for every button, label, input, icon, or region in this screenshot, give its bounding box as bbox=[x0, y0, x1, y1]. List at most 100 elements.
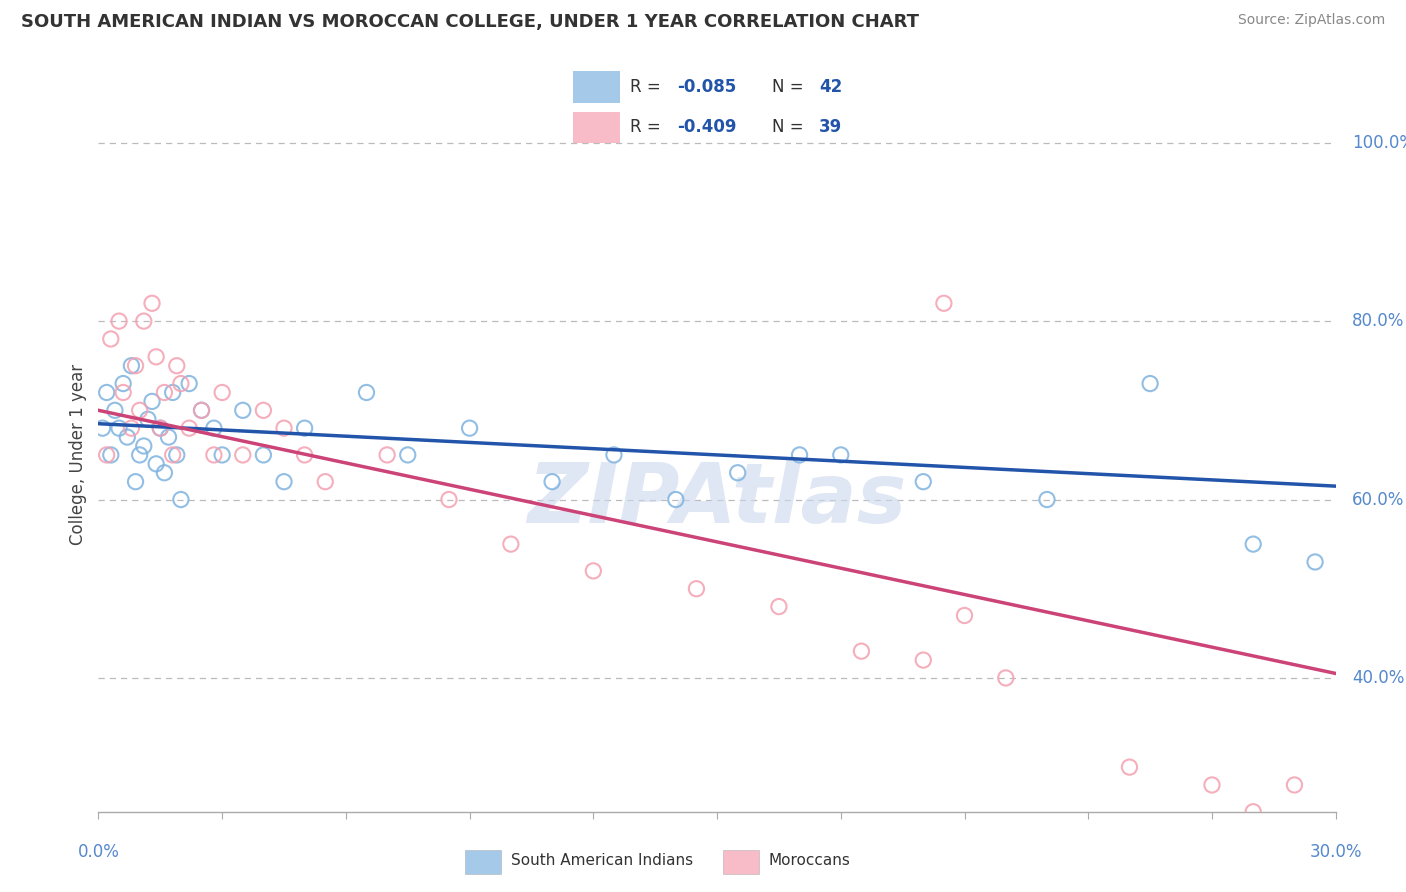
Point bbox=[294, 421, 316, 435]
Point bbox=[211, 448, 233, 462]
Text: N =: N = bbox=[772, 78, 808, 96]
Point bbox=[157, 430, 180, 444]
Text: 80.0%: 80.0% bbox=[1353, 312, 1405, 330]
Point bbox=[830, 448, 852, 462]
Point bbox=[112, 376, 135, 391]
Point bbox=[665, 492, 688, 507]
Point bbox=[190, 403, 212, 417]
Point bbox=[499, 537, 522, 551]
Point bbox=[768, 599, 790, 614]
Text: Moroccans: Moroccans bbox=[769, 854, 851, 868]
Point bbox=[789, 448, 811, 462]
Point bbox=[912, 653, 935, 667]
Point bbox=[112, 385, 135, 400]
Point bbox=[1241, 537, 1264, 551]
Point bbox=[179, 421, 201, 435]
Point bbox=[252, 448, 274, 462]
Point bbox=[232, 403, 254, 417]
Point bbox=[149, 421, 172, 435]
Text: 39: 39 bbox=[818, 118, 842, 136]
Point bbox=[120, 421, 142, 435]
Text: -0.085: -0.085 bbox=[678, 78, 737, 96]
Point bbox=[124, 475, 146, 489]
Text: R =: R = bbox=[630, 78, 666, 96]
Point bbox=[1139, 376, 1161, 391]
Text: 60.0%: 60.0% bbox=[1353, 491, 1405, 508]
Text: 100.0%: 100.0% bbox=[1353, 134, 1406, 152]
Text: 40.0%: 40.0% bbox=[1353, 669, 1405, 687]
Text: 0.0%: 0.0% bbox=[77, 843, 120, 861]
Bar bbox=[572, 112, 620, 143]
Point bbox=[375, 448, 398, 462]
Point bbox=[1241, 805, 1264, 819]
Point bbox=[132, 314, 155, 328]
Point bbox=[104, 403, 127, 417]
Point bbox=[153, 466, 176, 480]
Point bbox=[437, 492, 460, 507]
Point bbox=[273, 475, 295, 489]
Point bbox=[141, 394, 163, 409]
Text: South American Indians: South American Indians bbox=[510, 854, 693, 868]
Point bbox=[685, 582, 707, 596]
Point bbox=[932, 296, 955, 310]
Bar bbox=[465, 849, 501, 874]
Point bbox=[124, 359, 146, 373]
Point bbox=[141, 296, 163, 310]
Point bbox=[100, 448, 122, 462]
Point bbox=[149, 421, 172, 435]
Point bbox=[541, 475, 564, 489]
Point bbox=[1201, 778, 1223, 792]
Point bbox=[1303, 555, 1326, 569]
Point bbox=[145, 350, 167, 364]
Point bbox=[1036, 492, 1059, 507]
Point bbox=[232, 448, 254, 462]
Point bbox=[356, 385, 378, 400]
Text: N =: N = bbox=[772, 118, 808, 136]
Point bbox=[1118, 760, 1140, 774]
Point bbox=[153, 385, 176, 400]
Point bbox=[132, 439, 155, 453]
Point bbox=[120, 359, 142, 373]
Point bbox=[582, 564, 605, 578]
Text: -0.409: -0.409 bbox=[678, 118, 737, 136]
Bar bbox=[572, 71, 620, 103]
Text: Source: ZipAtlas.com: Source: ZipAtlas.com bbox=[1237, 13, 1385, 28]
Point bbox=[170, 492, 193, 507]
Point bbox=[1284, 778, 1306, 792]
Point bbox=[179, 376, 201, 391]
Point bbox=[994, 671, 1017, 685]
Point bbox=[162, 385, 184, 400]
Point bbox=[912, 475, 935, 489]
Point bbox=[202, 421, 225, 435]
Point bbox=[166, 448, 188, 462]
Point bbox=[273, 421, 295, 435]
Point bbox=[314, 475, 336, 489]
Point bbox=[252, 403, 274, 417]
Text: R =: R = bbox=[630, 118, 666, 136]
Point bbox=[953, 608, 976, 623]
Text: 30.0%: 30.0% bbox=[1309, 843, 1362, 861]
Text: SOUTH AMERICAN INDIAN VS MOROCCAN COLLEGE, UNDER 1 YEAR CORRELATION CHART: SOUTH AMERICAN INDIAN VS MOROCCAN COLLEG… bbox=[21, 13, 920, 31]
Point bbox=[211, 385, 233, 400]
Point bbox=[117, 430, 139, 444]
Point bbox=[458, 421, 481, 435]
Point bbox=[603, 448, 626, 462]
Point bbox=[96, 385, 118, 400]
Text: ZIPAtlas: ZIPAtlas bbox=[527, 459, 907, 540]
Bar bbox=[723, 849, 759, 874]
Point bbox=[108, 421, 131, 435]
Point bbox=[727, 466, 749, 480]
Point bbox=[396, 448, 419, 462]
Point bbox=[145, 457, 167, 471]
Point bbox=[166, 359, 188, 373]
Point bbox=[128, 448, 150, 462]
Point bbox=[96, 448, 118, 462]
Point bbox=[202, 448, 225, 462]
Point bbox=[294, 448, 316, 462]
Point bbox=[162, 448, 184, 462]
Text: 42: 42 bbox=[818, 78, 842, 96]
Point bbox=[91, 421, 114, 435]
Point bbox=[851, 644, 873, 658]
Point bbox=[100, 332, 122, 346]
Point bbox=[108, 314, 131, 328]
